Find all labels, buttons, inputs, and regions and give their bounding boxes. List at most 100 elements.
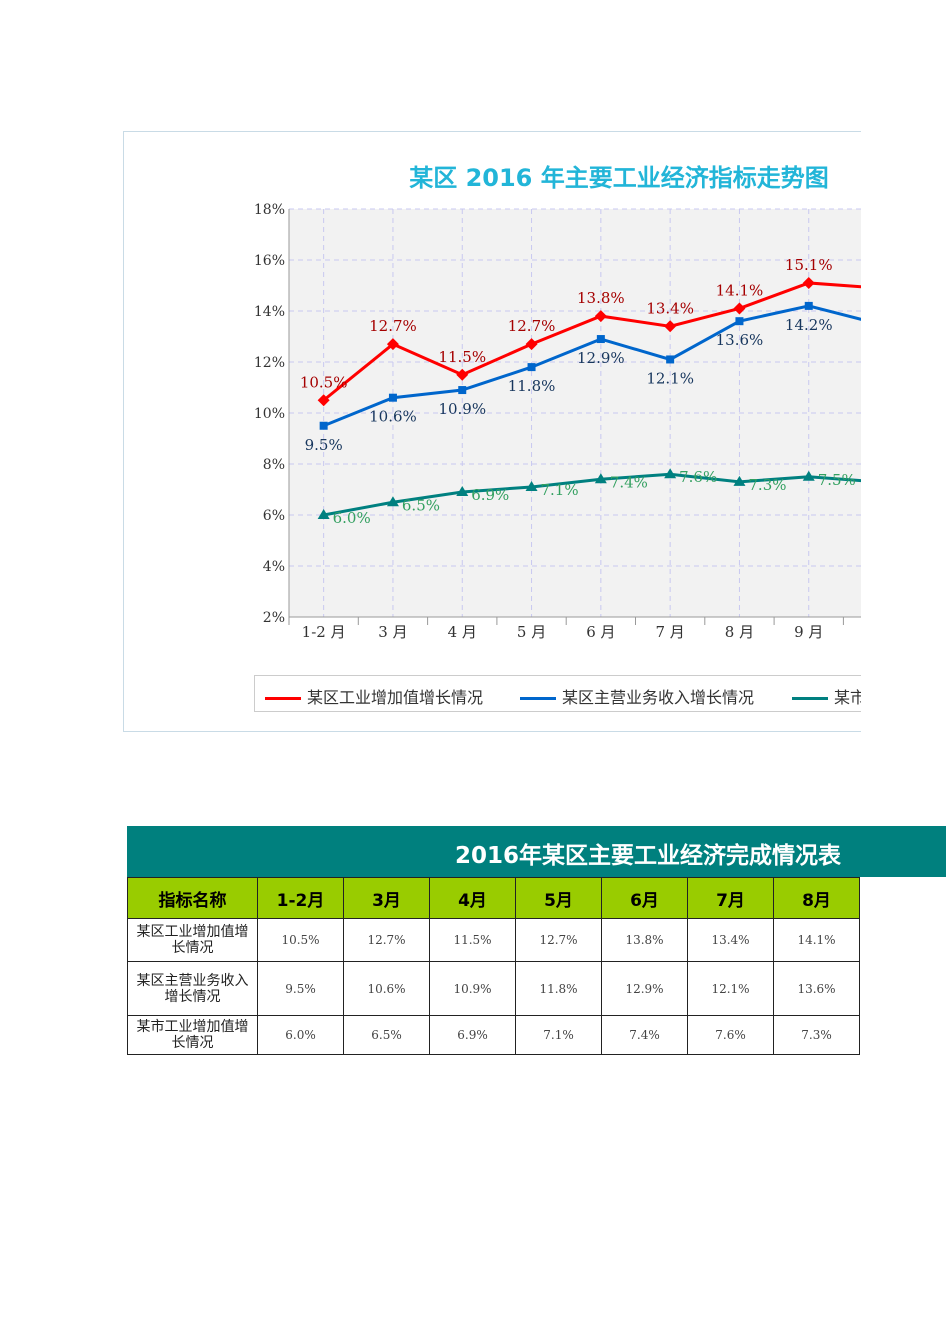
table-cell: 6.9% xyxy=(429,1015,516,1055)
y-tick-label: 2% xyxy=(263,610,285,626)
table-cell: 6.0% xyxy=(257,1015,344,1055)
table-cell: 7.6% xyxy=(687,1015,774,1055)
y-tick-label: 6% xyxy=(263,508,285,524)
table-header-row: 指标名称 1-2月 3月 4月 5月 6月 7月 8月 xyxy=(127,877,860,919)
table-title: 2016年某区主要工业经济完成情况表 xyxy=(455,843,842,869)
row-name: 某市工业增加值增长情况 xyxy=(127,1015,258,1055)
x-tick-label: 8 月 xyxy=(725,623,754,641)
data-point-diamond xyxy=(386,338,399,351)
data-point-triangle xyxy=(456,486,469,497)
data-point-diamond xyxy=(456,368,469,381)
header-cell: 3月 xyxy=(343,877,430,919)
x-tick-label: 1-2 月 xyxy=(302,623,346,641)
table-row: 某市工业增加值增长情况 6.0% 6.5% 6.9% 7.1% 7.4% 7.6% 7.3% xyxy=(127,1015,860,1055)
chart-container: 某区 2016 年主要工业经济指标走势图 2% 4% 6% 8% 10% 12% 14% 16… xyxy=(123,131,861,732)
data-label: 12.1% xyxy=(646,369,694,387)
data-point-square xyxy=(666,355,675,364)
legend-item: 某区主营业务收入增长情况 xyxy=(520,684,754,708)
y-tick-label: 12% xyxy=(254,355,285,371)
data-point-triangle xyxy=(802,470,815,481)
header-cell: 指标名称 xyxy=(127,877,258,919)
header-cell: 5月 xyxy=(515,877,602,919)
table-title-bar: 2016年某区主要工业经济完成情况表 xyxy=(127,826,946,877)
data-label: 12.7% xyxy=(369,317,417,335)
data-point-square xyxy=(735,317,744,326)
x-tick-label: 6 月 xyxy=(586,623,615,641)
legend-marker-blue xyxy=(520,697,556,700)
data-point-triangle xyxy=(525,480,538,491)
table-cell: 12.7% xyxy=(343,918,430,962)
legend-label: 某市 xyxy=(834,688,861,707)
data-label: 7.1% xyxy=(540,481,578,499)
data-label: 10.6% xyxy=(369,408,417,426)
data-point-diamond xyxy=(594,310,607,323)
table-cell: 11.8% xyxy=(515,961,602,1016)
data-point-square xyxy=(458,386,467,395)
data-label: 6.0% xyxy=(333,509,371,527)
chart-legend: 某区工业增加值增长情况 某区主营业务收入增长情况 某市 xyxy=(254,675,861,712)
table-row: 某区主营业务收入增长情况 9.5% 10.6% 10.9% 11.8% 12.9% 12.1… xyxy=(127,961,860,1016)
data-label: 13.8% xyxy=(577,289,625,307)
data-table: 指标名称 1-2月 3月 4月 5月 6月 7月 8月 某区工业增加值增长情况 1… xyxy=(127,877,860,1055)
data-label: 13.6% xyxy=(716,331,764,349)
data-point-triangle xyxy=(317,509,330,519)
header-cell: 6月 xyxy=(601,877,688,919)
table-cell: 13.4% xyxy=(687,918,774,962)
data-point-triangle xyxy=(664,468,677,479)
table-cell: 10.6% xyxy=(343,961,430,1016)
y-tick-label: 10% xyxy=(254,406,285,422)
data-point-square xyxy=(319,421,328,430)
data-point-square xyxy=(596,335,605,344)
line-chart: 2% 4% 6% 8% 10% 12% 14% 16% 18% 1-2 月 3 月 4 月 5 月 6 月… xyxy=(254,202,861,641)
data-point-diamond xyxy=(317,394,330,407)
data-label: 7.3% xyxy=(748,476,786,494)
data-point-triangle xyxy=(733,475,746,486)
data-point-diamond xyxy=(664,320,677,333)
table-cell: 13.6% xyxy=(773,961,860,1016)
header-cell: 4月 xyxy=(429,877,516,919)
data-point-triangle xyxy=(594,473,607,484)
data-point-square xyxy=(527,363,536,372)
data-label: 11.8% xyxy=(508,377,556,395)
data-label: 15.1% xyxy=(785,256,833,274)
row-name: 某区工业增加值增长情况 xyxy=(127,918,258,962)
data-label: 12.9% xyxy=(577,349,625,367)
chart-title: 某区 2016 年主要工业经济指标走势图 xyxy=(409,164,829,192)
data-label: 6.9% xyxy=(471,486,509,504)
data-label: 6.5% xyxy=(402,496,440,514)
x-tick-label: 4 月 xyxy=(448,623,477,641)
table-cell: 7.1% xyxy=(515,1015,602,1055)
table-cell: 12.1% xyxy=(687,961,774,1016)
data-point-diamond xyxy=(525,338,538,351)
data-point-square xyxy=(804,301,813,310)
table-row: 某区工业增加值增长情况 10.5% 12.7% 11.5% 12.7% 13.8% 13.4… xyxy=(127,918,860,962)
table-cell: 6.5% xyxy=(343,1015,430,1055)
y-tick-label: 14% xyxy=(254,304,285,320)
data-point-diamond xyxy=(733,302,746,315)
data-label: 9.5% xyxy=(305,436,343,454)
data-label: 7.4% xyxy=(610,473,648,491)
data-point-diamond xyxy=(802,276,815,289)
y-tick-label: 16% xyxy=(254,253,285,269)
table-cell: 10.9% xyxy=(429,961,516,1016)
x-tick-label: 9 月 xyxy=(794,623,823,641)
legend-marker-teal xyxy=(792,697,828,700)
data-point-square xyxy=(388,393,397,402)
x-tick-label: 3 月 xyxy=(378,623,407,641)
data-label: 14.1% xyxy=(716,281,764,299)
table-cell: 9.5% xyxy=(257,961,344,1016)
data-label: 11.5% xyxy=(438,348,486,366)
table-cell: 10.5% xyxy=(257,918,344,962)
table-cell: 7.4% xyxy=(601,1015,688,1055)
x-tick-label: 5 月 xyxy=(517,623,546,641)
data-label: 14.2% xyxy=(785,316,833,334)
table-cell: 13.8% xyxy=(601,918,688,962)
data-label: 7.6% xyxy=(679,468,717,486)
y-tick-label: 8% xyxy=(263,457,285,473)
legend-marker-red xyxy=(265,697,301,700)
row-name: 某区主营业务收入增长情况 xyxy=(127,961,258,1016)
plot-area xyxy=(289,209,861,617)
table-cell: 11.5% xyxy=(429,918,516,962)
table-cell: 7.3% xyxy=(773,1015,860,1055)
y-tick-label: 4% xyxy=(263,559,285,575)
